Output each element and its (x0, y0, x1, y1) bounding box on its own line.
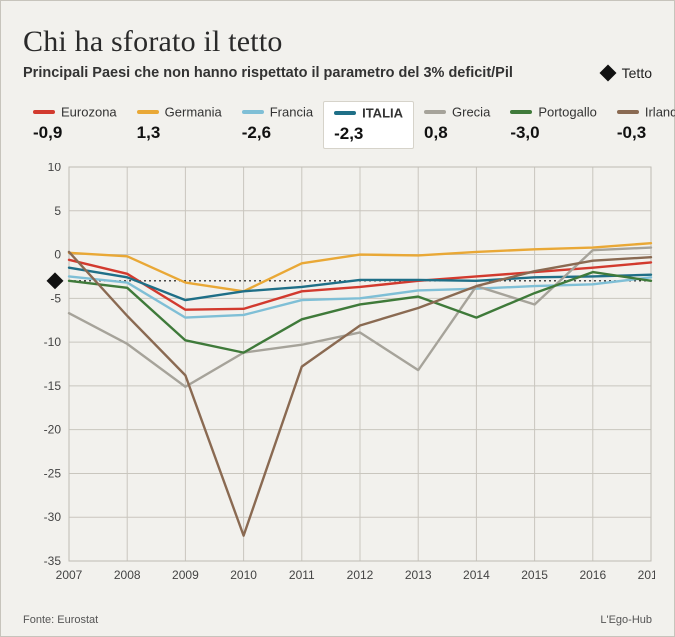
xtick-label: 2008 (114, 568, 141, 582)
ytick-label: -35 (44, 554, 62, 568)
legend-swatch-portogallo (510, 110, 532, 114)
xtick-label: 2012 (347, 568, 374, 582)
legend-name-portogallo: Portogallo (538, 104, 597, 119)
legend-item-italia: ITALIA -2,3 (323, 101, 414, 149)
legend-name-grecia: Grecia (452, 104, 490, 119)
xtick-label: 2009 (172, 568, 199, 582)
ytick-label: -30 (44, 510, 62, 524)
legend-name-eurozona: Eurozona (61, 104, 117, 119)
chart-area: -35 -30 -25 -20 -15 -10 -5 0 5 10 2007 2008 2009 2010… (23, 163, 652, 593)
legend-value-irlanda: -0,3 (617, 123, 675, 143)
xtick-label: 2011 (289, 568, 315, 582)
chart-subtitle: Principali Paesi che non hanno rispettat… (23, 65, 513, 81)
diamond-icon (599, 65, 616, 82)
legend-name-italia: ITALIA (362, 105, 403, 120)
legend-value-germania: 1,3 (137, 123, 222, 143)
legend-name-germania: Germania (165, 104, 222, 119)
footer-source: Fonte: Eurostat (23, 614, 98, 626)
legend-value-grecia: 0,8 (424, 123, 490, 143)
tetto-diamond-icon (47, 272, 64, 289)
ytick-label: 10 (48, 163, 62, 174)
legend-swatch-germania (137, 110, 159, 114)
legend-name-francia: Francia (270, 104, 313, 119)
ytick-label: 5 (54, 204, 61, 218)
legend-item-germania: Germania 1,3 (127, 101, 232, 149)
legend-item-portogallo: Portogallo -3,0 (500, 101, 607, 149)
xtick-label: 2015 (521, 568, 548, 582)
legend-value-eurozona: -0,9 (33, 123, 117, 143)
series-legend: Eurozona -0,9 Germania 1,3 Francia -2,6 ITALIA… (23, 101, 652, 149)
xtick-label: 2016 (579, 568, 606, 582)
legend-value-italia: -2,3 (334, 124, 403, 144)
legend-swatch-francia (242, 110, 264, 114)
legend-item-francia: Francia -2,6 (232, 101, 323, 149)
legend-swatch-irlanda (617, 110, 639, 114)
legend-swatch-eurozona (33, 110, 55, 114)
ytick-label: -15 (44, 379, 62, 393)
xtick-label: 2010 (230, 568, 257, 582)
legend-name-irlanda: Irlanda (645, 104, 675, 119)
footer-credit: L'Ego-Hub (600, 614, 652, 626)
tetto-legend: Tetto (602, 65, 652, 81)
ytick-label: -5 (50, 291, 61, 305)
legend-value-francia: -2,6 (242, 123, 313, 143)
ytick-label: -10 (44, 335, 62, 349)
legend-value-portogallo: -3,0 (510, 123, 597, 143)
tetto-label: Tetto (622, 65, 652, 81)
xtick-label: 2014 (463, 568, 490, 582)
legend-swatch-grecia (424, 110, 446, 114)
legend-swatch-italia (334, 111, 356, 115)
ytick-label: -25 (44, 466, 62, 480)
chart-title: Chi ha sforato il tetto (23, 25, 652, 59)
legend-item-grecia: Grecia 0,8 (414, 101, 500, 149)
xtick-label: 2013 (405, 568, 432, 582)
xtick-label: 2017 (638, 568, 655, 582)
legend-item-irlanda: Irlanda -0,3 (607, 101, 675, 149)
ytick-label: 0 (54, 248, 61, 262)
xtick-label: 2007 (56, 568, 83, 582)
ytick-label: -20 (44, 423, 62, 437)
legend-item-eurozona: Eurozona -0,9 (23, 101, 127, 149)
